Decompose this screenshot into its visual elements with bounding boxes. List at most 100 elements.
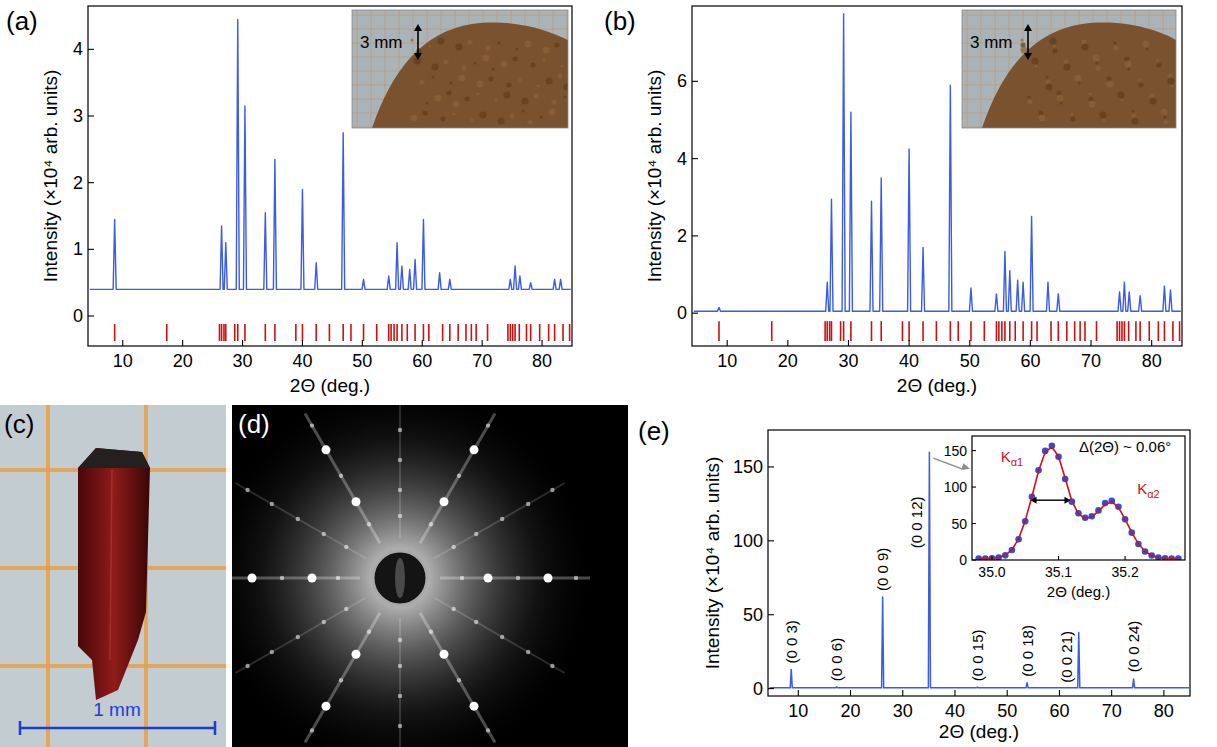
bragg-tick xyxy=(465,324,467,341)
x-tick-label: 50 xyxy=(960,351,980,371)
powder-grain xyxy=(1113,41,1116,44)
laue-pattern: (d) xyxy=(200,378,628,747)
powder-grain xyxy=(563,95,566,98)
bragg-tick xyxy=(234,324,236,341)
x-axis-title: 2Θ (deg.) xyxy=(897,375,977,396)
y-tick xyxy=(88,315,94,316)
x-tick xyxy=(954,690,955,696)
powder-grain xyxy=(1120,98,1123,101)
bragg-tick xyxy=(295,324,297,341)
y-tick xyxy=(692,235,698,236)
laue-spot xyxy=(486,423,490,427)
photo-background xyxy=(962,10,1176,128)
bragg-tick xyxy=(871,321,873,341)
arrow-head xyxy=(414,24,422,31)
x-tick xyxy=(909,340,910,346)
crystal xyxy=(78,448,150,700)
plot-3: 35.035.135.20501001502Θ (deg.)Δ(2Θ) ~ 0.… xyxy=(944,436,1185,600)
bragg-tick xyxy=(244,324,246,341)
peak-label: (0 0 3) xyxy=(783,620,800,663)
bragg-tick xyxy=(843,321,845,341)
y-tick xyxy=(972,559,976,560)
powder-grain xyxy=(479,111,486,118)
laue-spot xyxy=(367,629,371,633)
laue-spot xyxy=(296,635,300,639)
x-tick-label: 80 xyxy=(1142,351,1162,371)
powder-grain xyxy=(470,118,473,121)
bragg-tick xyxy=(1036,321,1038,341)
bragg-tick xyxy=(329,324,331,341)
powder-grain xyxy=(1027,95,1030,98)
powder-grain xyxy=(1092,54,1099,61)
y-tick-label: 0 xyxy=(753,679,763,699)
plot-0: 1020304050607080012342Θ (deg.)Intensity … xyxy=(6,6,572,396)
bragg-tick xyxy=(1050,321,1052,341)
laue-spot xyxy=(398,664,402,668)
powder-grain xyxy=(485,45,490,50)
bragg-tick xyxy=(996,321,998,341)
powder-grain xyxy=(455,43,462,50)
powder-grain xyxy=(476,92,479,95)
powder-grain xyxy=(1170,84,1173,87)
laue-spot xyxy=(516,576,520,580)
paper-grid xyxy=(967,10,968,128)
y-tick xyxy=(768,466,774,467)
x-tick xyxy=(969,340,970,346)
x-tick xyxy=(1007,690,1008,696)
bragg-tick xyxy=(1009,321,1011,341)
laue-spot xyxy=(280,576,284,580)
panel-label: (c) xyxy=(4,409,34,439)
bragg-tick xyxy=(393,324,395,341)
peak-label: (0 0 15) xyxy=(969,630,986,682)
bragg-tick xyxy=(350,324,352,341)
bragg-tick xyxy=(829,321,831,341)
bragg-tick xyxy=(1148,321,1150,341)
x-tick-label: 40 xyxy=(292,351,312,371)
powder-grain xyxy=(1160,108,1167,115)
powder-grain xyxy=(1156,58,1159,61)
data-line xyxy=(90,19,571,289)
powder-grain xyxy=(476,80,483,87)
powder-grain xyxy=(1070,112,1073,115)
y-tick xyxy=(972,487,976,488)
powder-grain xyxy=(524,40,531,47)
x-tick xyxy=(1125,556,1126,560)
powder-grain xyxy=(1077,81,1080,84)
bragg-tick xyxy=(1001,321,1003,341)
bragg-tick xyxy=(831,321,833,341)
powder-grain xyxy=(413,57,420,64)
powder-grain xyxy=(539,115,542,118)
laue-spot xyxy=(451,607,455,611)
powder-grain xyxy=(563,83,568,90)
powder-grain xyxy=(1149,97,1156,104)
plot-background xyxy=(692,6,1182,346)
pointer-line xyxy=(933,458,962,469)
bragg-tick xyxy=(363,324,365,341)
x-tick xyxy=(1030,340,1031,346)
x-tick xyxy=(1059,690,1060,696)
powder-grain xyxy=(1070,116,1075,121)
paper-grid xyxy=(371,10,372,128)
y-axis-title: Intensity (×10⁴ arb. units) xyxy=(644,70,665,283)
powder-grain xyxy=(1088,100,1095,107)
bragg-tick xyxy=(1014,321,1016,341)
bragg-tick xyxy=(225,324,227,341)
x-tick-label: 20 xyxy=(778,351,798,371)
bragg-tick xyxy=(548,324,550,341)
bragg-tick xyxy=(957,321,959,341)
powder-grain xyxy=(497,117,504,124)
x-tick-label: 35.1 xyxy=(1045,564,1072,580)
laue-spot xyxy=(460,576,464,580)
powder-grain xyxy=(416,48,421,53)
bragg-tick xyxy=(265,324,267,341)
laue-spot xyxy=(457,474,461,478)
bragg-tick xyxy=(1031,321,1033,341)
x-tick-label: 50 xyxy=(352,351,372,371)
x-tick-label: 10 xyxy=(788,701,808,721)
y-tick-label: 3 xyxy=(73,106,83,126)
powder-grain xyxy=(1045,75,1048,78)
x-tick xyxy=(787,340,788,346)
bragg-tick xyxy=(512,324,514,341)
powder-grain xyxy=(428,44,431,47)
powder-grain xyxy=(1117,91,1124,98)
